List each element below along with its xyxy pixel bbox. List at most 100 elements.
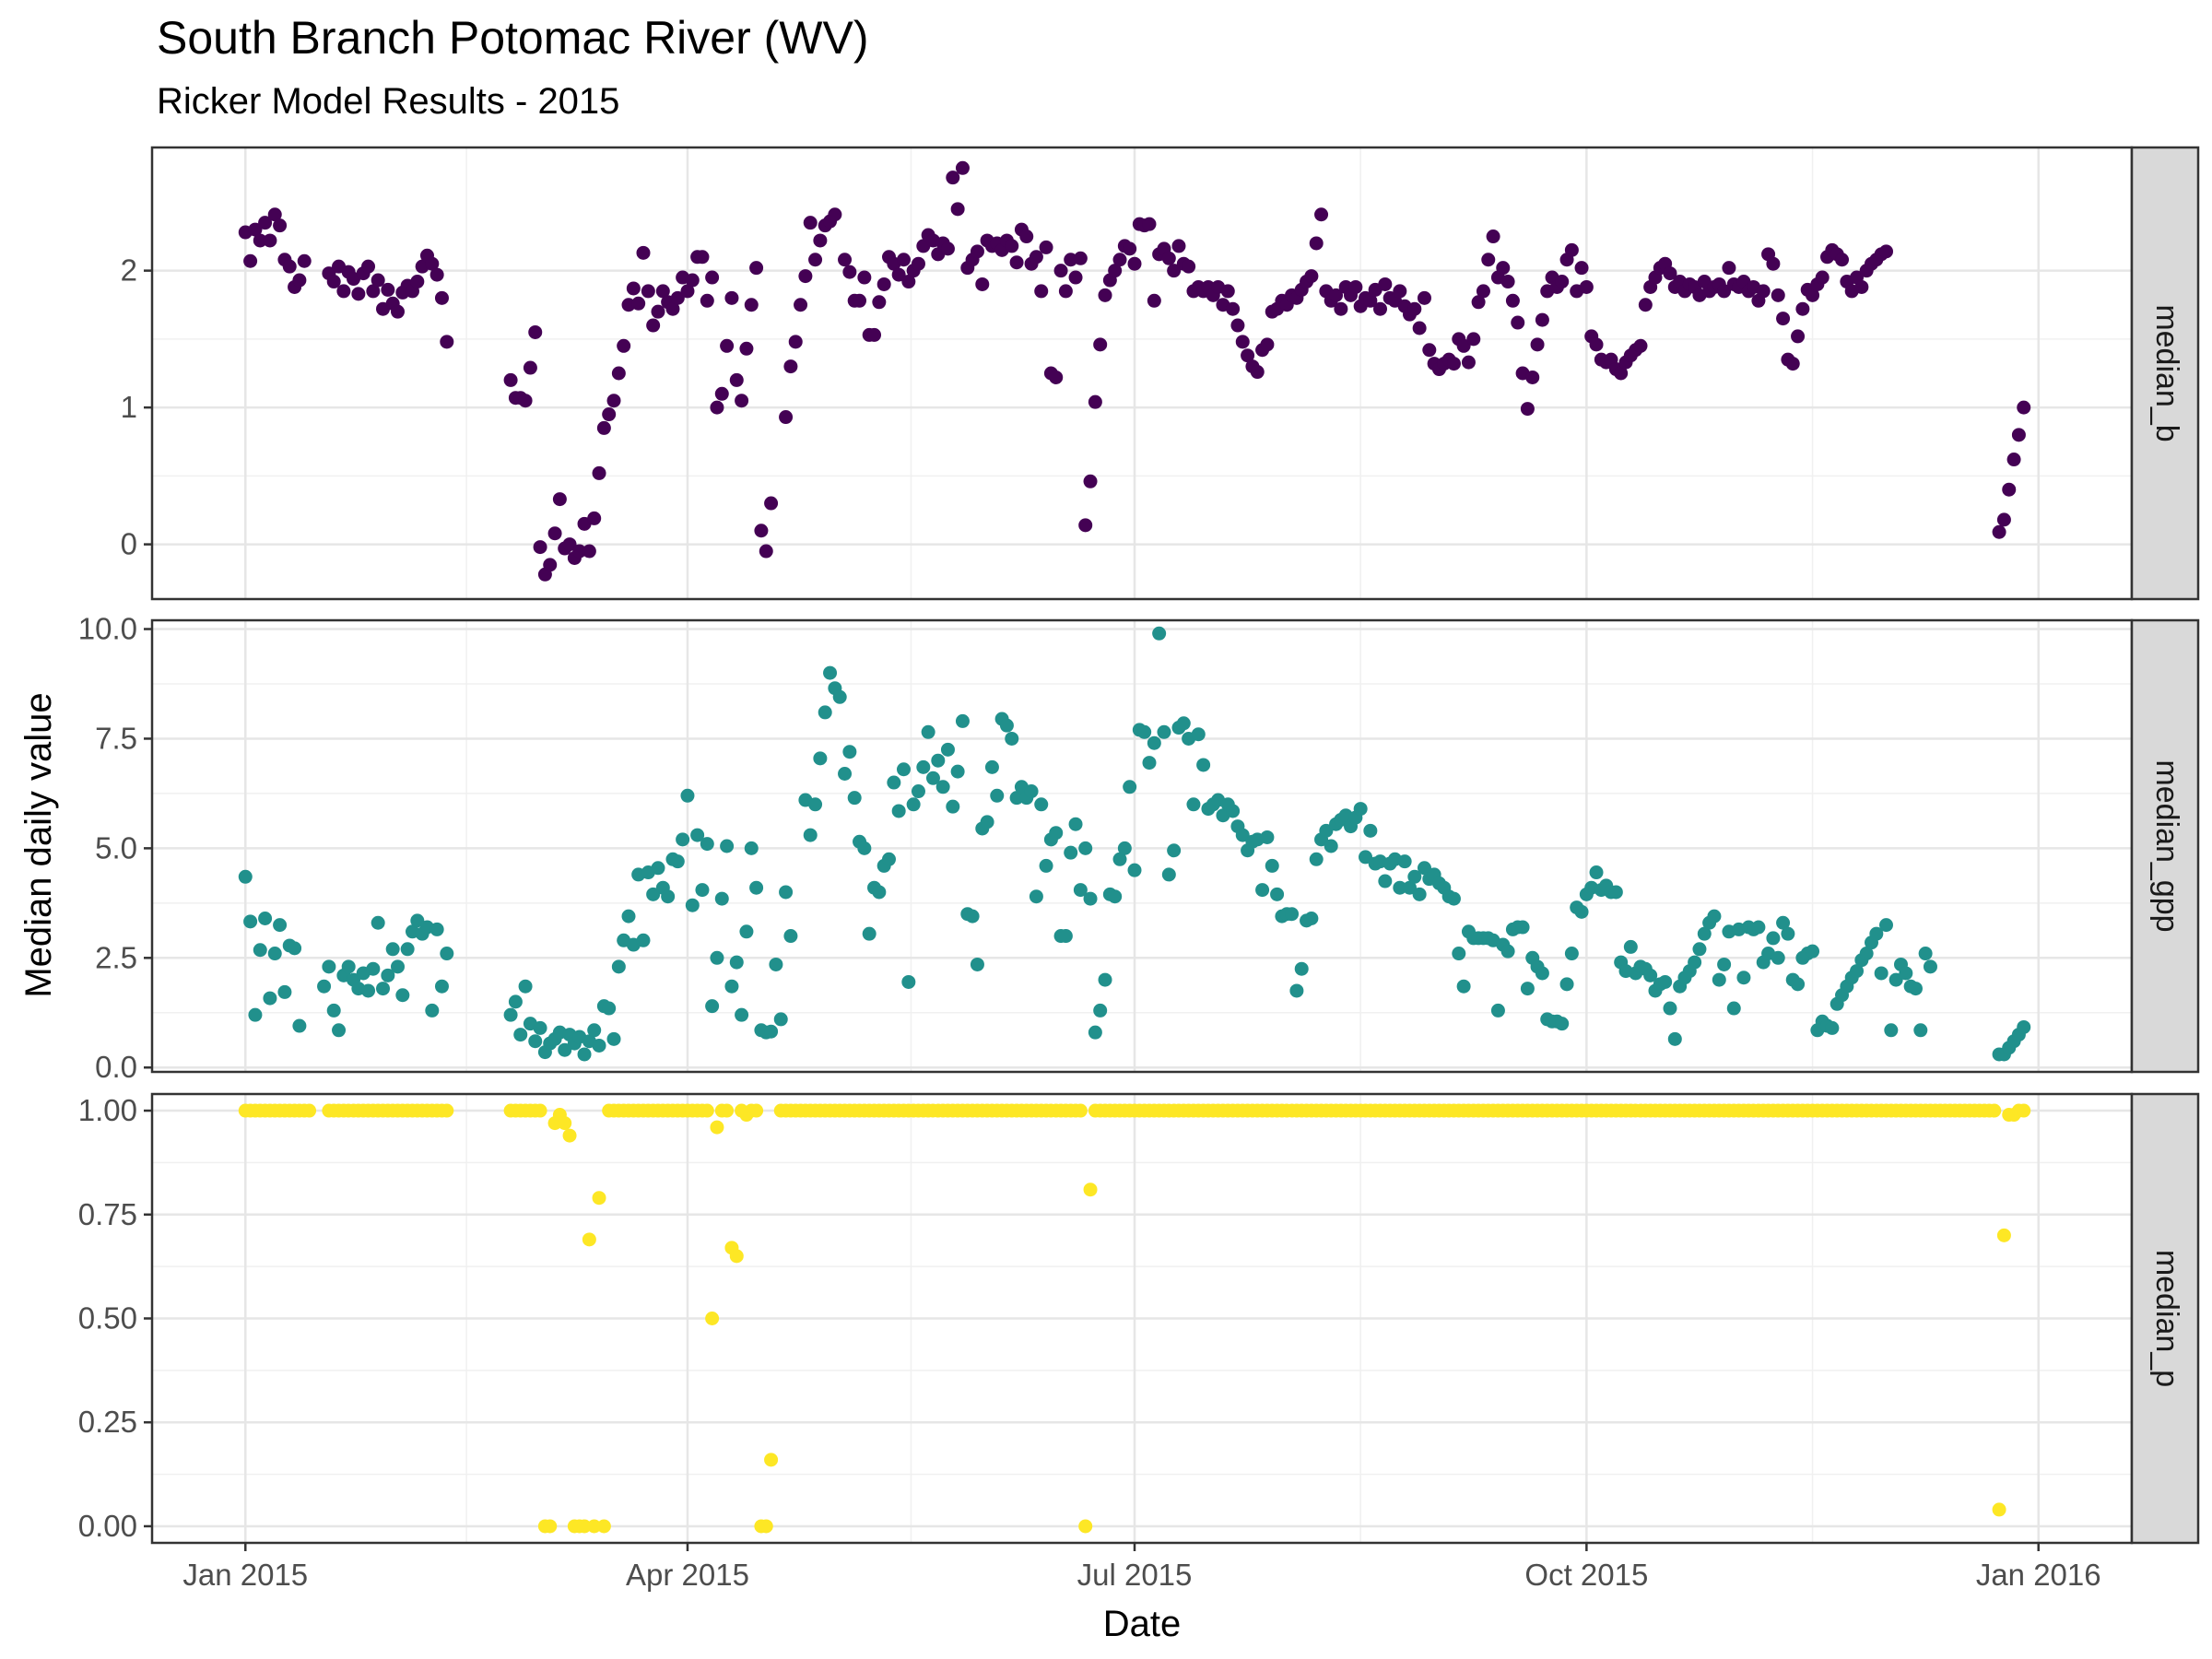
data-point xyxy=(558,1116,572,1131)
data-point xyxy=(1078,841,1093,855)
data-point xyxy=(253,943,267,958)
data-point xyxy=(1452,947,1466,961)
data-point xyxy=(1555,1017,1570,1031)
data-point xyxy=(1127,256,1142,271)
data-point xyxy=(288,941,302,956)
data-point xyxy=(794,298,808,312)
x-axis-title: Date xyxy=(1103,1604,1182,1644)
data-point xyxy=(1888,972,1903,987)
data-point xyxy=(857,270,872,285)
data-point xyxy=(1815,270,1830,285)
data-point xyxy=(1422,343,1437,358)
data-point xyxy=(655,284,670,299)
data-point xyxy=(391,304,406,319)
data-point xyxy=(376,982,391,996)
data-point xyxy=(724,979,739,994)
data-point xyxy=(1049,826,1064,841)
data-point xyxy=(1878,918,1893,933)
data-point xyxy=(1324,839,1338,853)
data-point xyxy=(1407,301,1422,316)
data-point xyxy=(1161,251,1176,265)
y-tick-label: 1 xyxy=(121,390,137,424)
data-point xyxy=(440,335,454,349)
data-point xyxy=(1878,244,1893,259)
data-point xyxy=(1053,264,1068,278)
data-point xyxy=(1771,950,1785,965)
y-tick-label: 2.5 xyxy=(95,940,137,974)
data-point xyxy=(798,269,813,284)
data-point xyxy=(1456,979,1471,994)
data-point xyxy=(243,914,258,929)
data-point xyxy=(1658,974,1673,989)
data-point xyxy=(1034,797,1049,812)
chart-title: South Branch Potomac River (WV) xyxy=(157,12,869,64)
data-point xyxy=(724,290,739,305)
data-point xyxy=(990,788,1005,803)
data-point xyxy=(1098,288,1112,302)
data-point xyxy=(1255,883,1270,898)
data-point xyxy=(1005,731,1019,746)
data-point xyxy=(931,753,946,768)
data-point xyxy=(1781,926,1795,941)
data-point xyxy=(1466,332,1481,347)
data-point xyxy=(611,366,626,381)
data-point xyxy=(1555,275,1570,289)
data-point xyxy=(749,880,764,895)
data-point xyxy=(906,797,921,812)
data-point xyxy=(735,1007,749,1022)
data-point xyxy=(710,950,724,965)
data-point xyxy=(1496,261,1511,276)
data-point xyxy=(773,1012,788,1027)
data-point xyxy=(887,775,901,790)
data-point xyxy=(695,883,710,898)
data-point xyxy=(729,372,744,387)
data-point xyxy=(710,400,724,415)
data-point xyxy=(1923,959,1937,974)
panel-median_gpp: 0.0 2.5 5.0 7.5 10.0 median_gpp xyxy=(78,612,2200,1084)
data-point xyxy=(1726,1001,1741,1016)
data-point xyxy=(1123,780,1137,794)
data-point xyxy=(882,852,897,866)
data-point xyxy=(1098,972,1112,987)
facet-strip-label: median_b xyxy=(2149,304,2184,441)
data-point xyxy=(950,202,965,217)
data-point xyxy=(838,253,853,267)
data-point xyxy=(1515,920,1530,935)
data-point xyxy=(1692,942,1707,957)
data-point xyxy=(1260,830,1275,844)
data-point xyxy=(341,959,356,974)
data-point xyxy=(1663,266,1677,281)
data-point xyxy=(857,841,872,855)
data-point xyxy=(1564,242,1579,257)
data-point xyxy=(901,974,916,989)
data-point xyxy=(1073,251,1088,265)
data-point xyxy=(1667,1031,1682,1046)
data-point xyxy=(1285,907,1300,922)
data-point xyxy=(965,909,980,924)
data-point xyxy=(2006,453,2021,467)
data-point xyxy=(749,1103,764,1118)
data-point xyxy=(631,296,646,311)
data-point xyxy=(1589,337,1604,352)
data-point xyxy=(975,276,990,291)
data-point xyxy=(577,1047,592,1062)
data-point xyxy=(258,216,273,230)
data-point xyxy=(1486,229,1500,244)
data-point xyxy=(739,924,754,939)
data-point xyxy=(690,828,705,842)
data-point xyxy=(361,983,376,998)
data-point xyxy=(1019,229,1034,244)
data-point xyxy=(714,386,729,401)
data-point xyxy=(661,889,676,904)
data-point xyxy=(273,218,288,233)
panel-background xyxy=(152,147,2132,599)
data-point xyxy=(381,282,395,297)
data-point xyxy=(940,742,955,757)
data-point xyxy=(1407,869,1422,884)
data-point xyxy=(1736,971,1751,985)
data-point xyxy=(828,207,842,222)
data-point xyxy=(1378,276,1393,291)
data-point xyxy=(1029,889,1043,904)
data-point xyxy=(361,259,376,274)
data-point xyxy=(695,250,710,265)
